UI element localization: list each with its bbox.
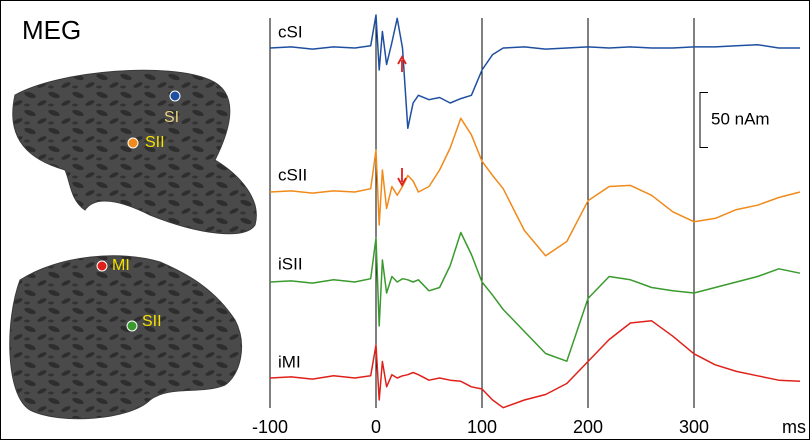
scale-bar-label: 50 nAm xyxy=(711,109,770,128)
x-axis-label: ms xyxy=(782,417,806,437)
panel-label: MEG xyxy=(22,15,81,45)
source-label: SII xyxy=(145,134,165,151)
trace-label: iSII xyxy=(278,254,303,273)
arrow-down xyxy=(397,168,407,187)
x-tick-label: -100 xyxy=(252,417,288,437)
source-dot xyxy=(96,260,108,272)
source-label: SI xyxy=(164,109,179,126)
x-tick-label: 100 xyxy=(467,417,497,437)
trace-label: iMI xyxy=(278,352,301,371)
trace xyxy=(269,231,801,362)
trace xyxy=(269,320,801,409)
arrow-up xyxy=(397,55,407,72)
trace xyxy=(269,14,800,130)
source-dot xyxy=(127,137,139,149)
trace-label: cSII xyxy=(278,165,307,184)
source-dot xyxy=(126,320,138,332)
source-label: SII xyxy=(142,313,162,330)
x-tick-label: 200 xyxy=(573,417,603,437)
source-dot xyxy=(169,90,181,102)
brain-upper xyxy=(12,69,257,235)
brain-lower xyxy=(9,255,243,420)
x-tick-label: 0 xyxy=(371,417,381,437)
trace xyxy=(269,117,801,257)
trace-label: cSI xyxy=(278,22,303,41)
x-tick-label: 300 xyxy=(679,417,709,437)
plot: -100 0 100 200 300 ms cSI cSII iSII iMI 50 nAm xyxy=(252,14,806,437)
source-label: MI xyxy=(112,257,130,274)
scale-bar xyxy=(699,92,708,148)
